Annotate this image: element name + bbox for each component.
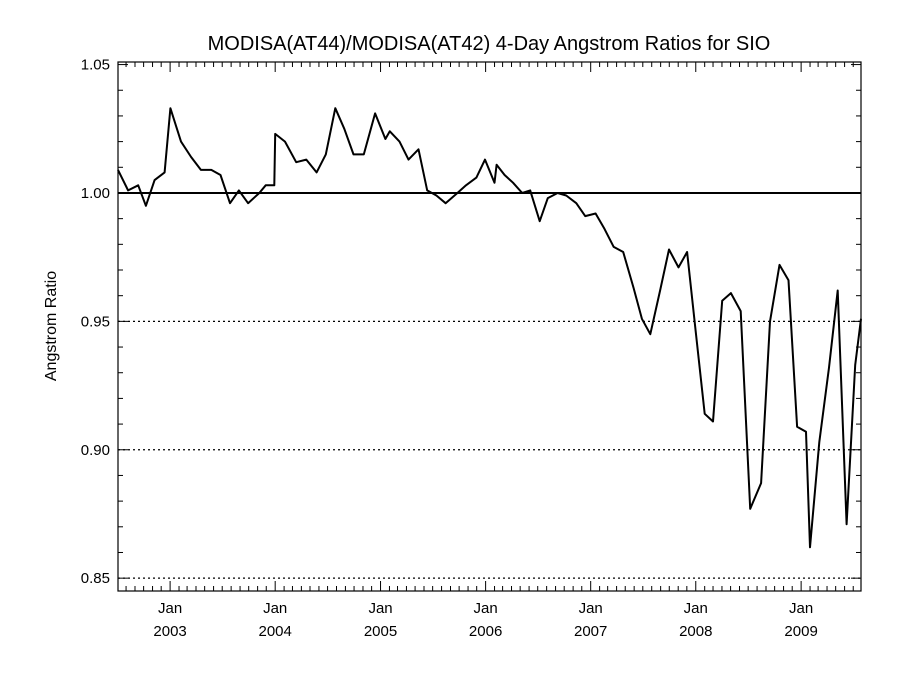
- plot-frame: [117, 61, 862, 592]
- x-tick-year: 2008: [679, 623, 712, 640]
- x-tick-month: Jan: [684, 600, 708, 617]
- gridlines: [118, 320, 861, 579]
- axis-ticks: [118, 62, 861, 591]
- x-tick-year: 2004: [258, 623, 291, 640]
- chart-title: MODISA(AT44)/MODISA(AT42) 4-Day Angstrom…: [208, 33, 771, 55]
- x-tick-year: 2005: [364, 623, 397, 640]
- y-axis-label: Angstrom Ratio: [43, 271, 60, 381]
- y-tick-labels: 0.85 0.90 0.95 1.00 1.05: [81, 57, 110, 588]
- x-tick-year: 2007: [574, 623, 607, 640]
- x-tick-month: Jan: [158, 600, 182, 617]
- x-tick-year: 2009: [784, 623, 817, 640]
- x-tick-month: Jan: [368, 600, 392, 617]
- x-tick-month: Jan: [474, 600, 498, 617]
- y-tick-label: 1.05: [81, 57, 110, 74]
- x-tick-month: Jan: [579, 600, 603, 617]
- y-tick-label: 0.95: [81, 313, 110, 330]
- x-tick-month: Jan: [789, 600, 813, 617]
- series-line: [117, 107, 862, 549]
- y-tick-label: 0.85: [81, 570, 110, 587]
- y-tick-label: 1.00: [81, 185, 110, 202]
- x-tick-year: 2006: [469, 623, 502, 640]
- x-tick-month: Jan: [263, 600, 287, 617]
- y-tick-label: 0.90: [81, 442, 110, 459]
- x-tick-year: 2003: [153, 623, 186, 640]
- x-tick-labels: Jan 2003 Jan 2004 Jan 2005 Jan 2006 Jan 2007 Jan 20…: [153, 600, 817, 640]
